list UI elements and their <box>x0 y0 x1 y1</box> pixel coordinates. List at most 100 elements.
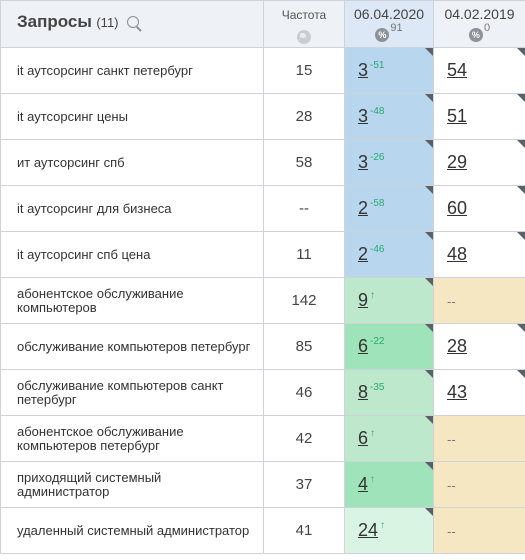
position-cell-current: 3 -51 <box>344 47 434 94</box>
table-row: it аутсорсинг спб цена 11 2 -46 48 <box>0 231 525 278</box>
position-link[interactable]: 8 <box>358 382 369 402</box>
queries-header[interactable]: Запросы (11) <box>0 0 264 48</box>
percent-icon: % <box>375 28 390 42</box>
position-cell-previous: 29 <box>433 139 525 186</box>
position-cell-previous: 43 <box>433 369 525 416</box>
query-cell[interactable]: it аутсорсинг для бизнеса <box>0 185 264 232</box>
position-link[interactable]: 48 <box>447 244 468 264</box>
queries-title: Запросы <box>17 12 92 31</box>
date-count-2: 0 <box>483 22 491 34</box>
position-link[interactable]: 3 <box>358 106 369 126</box>
query-text: ит аутсорсинг спб <box>17 154 125 170</box>
position-cell-current: 6 ↑ <box>344 415 434 462</box>
position-link[interactable]: 43 <box>447 382 468 402</box>
position-cell-current: 2 -46 <box>344 231 434 278</box>
query-cell[interactable]: обслуживание компьютеров петербург <box>0 323 264 370</box>
table-header-row: Запросы (11) Частота 06.04.2020 %91 04.0… <box>0 0 525 48</box>
query-cell[interactable]: обслуживание компьютеров санкт петербург <box>0 369 264 416</box>
frequency-header[interactable]: Частота <box>263 0 345 48</box>
position-change: ↑ <box>370 474 376 485</box>
query-text: it аутсорсинг цены <box>17 108 128 124</box>
frequency-value: 42 <box>295 430 313 447</box>
position-cell-previous: -- <box>433 461 525 508</box>
frequency-cell: 41 <box>263 507 345 554</box>
position-link[interactable]: 2 <box>358 244 369 264</box>
query-text: удаленный системный администратор <box>17 522 250 538</box>
table-body: it аутсорсинг санкт петербург 15 3 -51 54 it … <box>0 47 525 554</box>
query-text: обслуживание компьютеров петербург <box>17 338 251 354</box>
position-link[interactable]: 24 <box>358 520 379 540</box>
position-cell-current: 9 ↑ <box>344 277 434 324</box>
position-cell-previous: 51 <box>433 93 525 140</box>
date-header-1[interactable]: 06.04.2020 %91 <box>344 0 434 48</box>
query-cell[interactable]: ит аутсорсинг спб <box>0 139 264 186</box>
table-row: удаленный системный администратор 41 24 ↑ -- <box>0 507 525 554</box>
frequency-cell: 85 <box>263 323 345 370</box>
frequency-cell: 58 <box>263 139 345 186</box>
query-text: it аутсорсинг санкт петербург <box>17 62 193 78</box>
globe-icon <box>297 30 311 44</box>
frequency-cell: -- <box>263 185 345 232</box>
date-header-2[interactable]: 04.02.2019 %0 <box>433 0 525 48</box>
position-link[interactable]: 3 <box>358 152 369 172</box>
position-cell-current: 3 -26 <box>344 139 434 186</box>
position-link[interactable]: 51 <box>447 106 468 126</box>
position-link[interactable]: 60 <box>447 198 468 218</box>
percent-icon: % <box>468 28 483 42</box>
position-link[interactable]: 9 <box>358 290 369 310</box>
frequency-value: 28 <box>295 108 313 125</box>
position-cell-current: 2 -58 <box>344 185 434 232</box>
query-cell[interactable]: удаленный системный администратор <box>0 507 264 554</box>
query-cell[interactable]: it аутсорсинг спб цена <box>0 231 264 278</box>
frequency-value: 37 <box>295 476 313 493</box>
position-change: -26 <box>370 152 385 163</box>
frequency-cell: 11 <box>263 231 345 278</box>
date-label-1: 06.04.2020 <box>353 6 425 22</box>
query-text: приходящий системный администратор <box>17 469 162 499</box>
frequency-value: -- <box>299 200 309 217</box>
position-cell-current: 4 ↑ <box>344 461 434 508</box>
position-cell-previous: 54 <box>433 47 525 94</box>
query-cell[interactable]: абонентское обслуживание компьютеров <box>0 277 264 324</box>
frequency-value: 142 <box>291 292 317 309</box>
position-link[interactable]: 3 <box>358 60 369 80</box>
query-text: обслуживание компьютеров санкт петербург <box>17 377 224 407</box>
query-cell[interactable]: абонентское обслуживание компьютеров пет… <box>0 415 264 462</box>
table-row: it аутсорсинг для бизнеса -- 2 -58 60 <box>0 185 525 232</box>
position-link[interactable]: 29 <box>447 152 468 172</box>
query-cell[interactable]: it аутсорсинг цены <box>0 93 264 140</box>
query-cell[interactable]: it аутсорсинг санкт петербург <box>0 47 264 94</box>
frequency-cell: 46 <box>263 369 345 416</box>
position-change: -58 <box>370 198 385 209</box>
query-cell[interactable]: приходящий системный администратор <box>0 461 264 508</box>
frequency-label: Частота <box>281 8 327 22</box>
position-link[interactable]: 2 <box>358 198 369 218</box>
position-empty: -- <box>447 478 456 493</box>
table-row: it аутсорсинг цены 28 3 -48 51 <box>0 93 525 140</box>
table-row: обслуживание компьютеров петербург 85 6 -22… <box>0 323 525 370</box>
position-link[interactable]: 4 <box>358 474 369 494</box>
position-link[interactable]: 6 <box>358 336 369 356</box>
frequency-value: 41 <box>295 522 313 539</box>
position-link[interactable]: 54 <box>447 60 468 80</box>
frequency-value: 46 <box>295 384 313 401</box>
search-icon[interactable] <box>126 16 139 28</box>
frequency-value: 11 <box>296 246 312 263</box>
position-cell-previous: 60 <box>433 185 525 232</box>
queries-count: (11) <box>96 15 119 30</box>
position-empty: -- <box>447 432 456 447</box>
position-change: ↑ <box>370 428 376 439</box>
position-link[interactable]: 6 <box>358 428 369 448</box>
position-empty: -- <box>447 294 456 309</box>
position-change: -51 <box>370 60 385 71</box>
date-count-1: 91 <box>390 22 403 34</box>
position-change: -35 <box>370 382 385 393</box>
position-change: -22 <box>370 336 385 347</box>
position-link[interactable]: 28 <box>447 336 468 356</box>
query-text: абонентское обслуживание компьютеров пет… <box>17 423 184 453</box>
position-cell-previous: -- <box>433 415 525 462</box>
position-cell-current: 24 ↑ <box>344 507 434 554</box>
table-row: it аутсорсинг санкт петербург 15 3 -51 54 <box>0 47 525 94</box>
